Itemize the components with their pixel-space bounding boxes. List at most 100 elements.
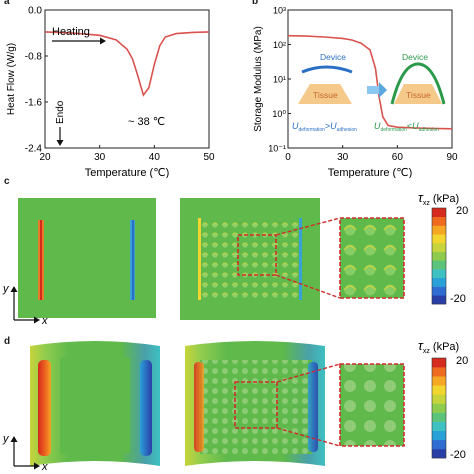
chart-b-tissue-left-shape	[298, 84, 352, 104]
chart-b-ytick-label: 10²	[273, 40, 286, 50]
chart-b-tissue-right-shape	[394, 84, 442, 104]
fea-c-edge-cold-patterned	[299, 218, 302, 300]
colorbar-segment	[432, 277, 446, 287]
colorbar-segment	[432, 269, 446, 279]
chart-b-u-adh-right: U	[412, 121, 419, 131]
fea-d-colorbar-sub: xz	[423, 348, 431, 355]
fea-c-axis-y-arrowhead	[10, 286, 18, 292]
fea-c-colorbar-unit: (kPa)	[430, 193, 459, 205]
fea-panel-c: y x τxz (kPa) 20 -20	[2, 190, 468, 327]
fea-c-colorbar-tau: τ	[418, 190, 424, 205]
colorbar-segment	[432, 208, 446, 218]
chart-b-op-right: <	[407, 121, 412, 131]
chart-b: 0 30 60 90 10⁻¹ 10⁰ 10¹ 10² 10³ Device Tissue De…	[253, 6, 458, 179]
fea-d-colorbar-min: -20	[450, 449, 466, 461]
chart-a-xlabel: Temperature (℃)	[85, 167, 170, 178]
colorbar-segment	[432, 412, 446, 422]
colorbar-frame	[431, 357, 447, 459]
fea-d-zoom-connector-bottom	[276, 427, 341, 447]
fea-c-colorbar-min: -20	[450, 293, 466, 305]
fea-d-colorbar-title: τxz (kPa)	[418, 338, 459, 355]
chart-b-u-def-right-sub: deformation	[381, 127, 408, 133]
chart-a-heating-arrowhead	[100, 37, 106, 45]
fea-d-colorbar-unit: (kPa)	[430, 341, 459, 353]
chart-b-ytick-label: 10⁰	[272, 109, 286, 119]
fea-d-inner-plateau	[60, 354, 130, 454]
fea-c-zoom-connector-bottom	[275, 274, 341, 299]
chart-a-series-line	[44, 31, 210, 97]
chart-a-ytick-label: -2.4	[25, 144, 43, 155]
colorbar-segment	[432, 225, 446, 235]
panel-letter-a: a	[4, 0, 10, 7]
fea-c-axis-y-label: y	[2, 283, 10, 295]
fea-c-zoom-inset	[340, 218, 404, 298]
fea-c-zoom-connector-top	[275, 217, 341, 236]
chart-b-u-def-right: U	[374, 121, 381, 131]
chart-b-series-line	[287, 34, 453, 130]
chart-a-xtick-label: 20	[39, 152, 51, 163]
fea-d-edge-hot	[38, 360, 51, 456]
chart-b-op-left: >	[325, 121, 330, 131]
colorbar-segment	[432, 403, 446, 413]
chart-a-peak-label: ~ 38 ℃	[128, 116, 165, 128]
fea-d-edge-cold-patterned	[308, 362, 318, 452]
fea-d-colorbar-max: 20	[456, 355, 468, 367]
chart-b-tissue-left-label: Tissue	[313, 90, 338, 100]
chart-b-xtick-label: 90	[446, 152, 458, 163]
fea-d-axis-x-label: x	[41, 461, 48, 473]
chart-a-endo-label: Endo	[55, 100, 66, 124]
chart-b-device-left-label: Device	[320, 52, 346, 62]
fea-c-axis-x-arrowhead	[34, 316, 40, 324]
colorbar-segment	[432, 367, 446, 377]
fea-d-edge-cold	[140, 360, 152, 456]
chart-b-device-right-label: Device	[402, 52, 428, 62]
fea-c-edge-hot-patterned	[198, 218, 201, 300]
fea-d-axis-y-arrowhead	[10, 436, 18, 442]
colorbar-frame	[431, 207, 447, 305]
fea-d-zoom-inset-frame	[339, 363, 405, 447]
chart-a-ytick-label: -1.6	[25, 98, 43, 109]
colorbar-segment	[432, 376, 446, 386]
chart-a-heating-label: Heating	[52, 26, 90, 38]
chart-b-transition-arrow	[367, 86, 379, 94]
fea-c-colorbar-max: 20	[456, 205, 468, 217]
fea-d-axis-x-arrowhead	[34, 462, 40, 470]
fea-c-hole-array	[198, 218, 302, 300]
chart-a: 20 30 40 50 0.0 -0.8 -1.6 -2.4 Heating Endo ~ 3…	[6, 6, 215, 179]
colorbar-segment	[432, 358, 446, 368]
colorbar-segment	[432, 421, 446, 432]
colorbar-segment	[432, 216, 446, 226]
fea-c-colorbar-sub: xz	[423, 200, 431, 207]
chart-b-ytick-label: 10¹	[273, 75, 286, 85]
colorbar-segment	[432, 234, 446, 244]
fea-d-zoom-inset	[340, 364, 404, 446]
panel-letter-b: b	[252, 0, 259, 7]
chart-a-endo-arrowhead	[56, 140, 64, 146]
fea-d-zoom-connector-top	[276, 363, 341, 383]
colorbar-segment	[432, 295, 446, 305]
chart-b-xtick-label: 60	[392, 152, 404, 163]
colorbar-segment	[432, 394, 446, 404]
colorbar-segment	[432, 251, 446, 261]
colorbar-segment	[432, 260, 446, 270]
fea-c-colorbar-title: τxz (kPa)	[418, 190, 459, 207]
fea-d-axis-y-label: y	[2, 433, 10, 445]
chart-a-frame	[44, 9, 210, 149]
fea-c-colorbar	[431, 207, 447, 305]
colorbar-segment	[432, 385, 446, 395]
fea-d-colorbar-tau: τ	[418, 338, 424, 353]
chart-a-xtick-label: 40	[149, 152, 161, 163]
chart-b-ytick-label: 10⁻¹	[268, 144, 286, 154]
colorbar-segment	[432, 448, 446, 459]
chart-b-u-def-left: U	[292, 121, 299, 131]
fea-d-hole-array	[200, 360, 312, 454]
fea-d-colorbar	[431, 357, 447, 459]
chart-b-ytick-label: 10³	[273, 6, 286, 16]
fea-c-zoom-inset-frame	[339, 217, 405, 299]
colorbar-segment	[432, 242, 446, 252]
chart-b-xlabel: Temperature (℃)	[328, 167, 413, 178]
fea-c-zoom-box	[237, 234, 277, 276]
chart-b-energy-left: Udeformation>Uadhesion	[292, 121, 357, 133]
chart-b-tissue-right-label: Tissue	[406, 90, 431, 100]
chart-b-u-adh-right-sub: adhesion	[419, 127, 440, 133]
